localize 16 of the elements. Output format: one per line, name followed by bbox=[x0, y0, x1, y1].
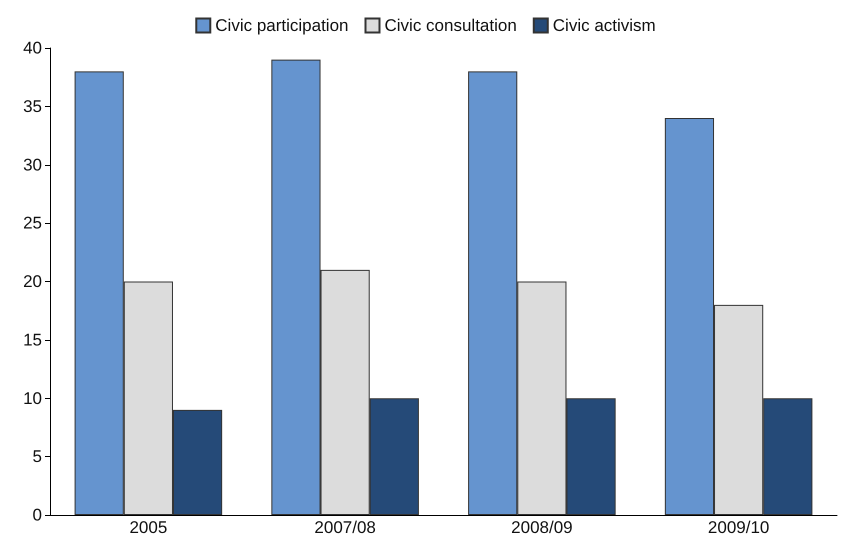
x-tick-label: 2008/09 bbox=[511, 518, 573, 537]
y-tick-label: 5 bbox=[32, 447, 42, 466]
legend-label: Civic consultation bbox=[384, 16, 517, 35]
legend-label: Civic activism bbox=[552, 16, 656, 35]
y-tick-label: 10 bbox=[23, 388, 42, 408]
y-tick-label: 30 bbox=[23, 155, 42, 174]
y-tick-label: 0 bbox=[32, 506, 42, 524]
y-tick-label: 15 bbox=[23, 330, 42, 350]
legend-label: Civic participation bbox=[215, 16, 349, 35]
y-tick-label: 25 bbox=[23, 214, 42, 233]
x-tick-label: 2005 bbox=[129, 518, 168, 537]
x-tick-label: 2007/08 bbox=[314, 518, 376, 537]
y-tick-label: 40 bbox=[23, 38, 42, 58]
x-tick-label: 2009/10 bbox=[708, 518, 770, 537]
y-tick-label: 20 bbox=[23, 272, 42, 291]
y-tick-label: 35 bbox=[23, 96, 42, 116]
